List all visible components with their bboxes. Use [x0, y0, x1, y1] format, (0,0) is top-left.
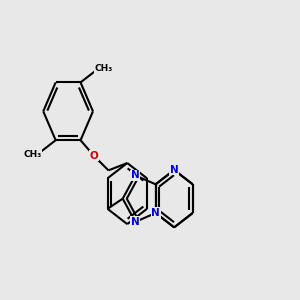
Text: CH₃: CH₃: [23, 150, 41, 159]
Text: N: N: [131, 217, 140, 227]
Text: CH₃: CH₃: [95, 64, 113, 73]
Text: O: O: [89, 151, 98, 161]
Text: N: N: [131, 170, 140, 180]
Text: N: N: [170, 165, 178, 175]
Text: N: N: [151, 208, 160, 218]
